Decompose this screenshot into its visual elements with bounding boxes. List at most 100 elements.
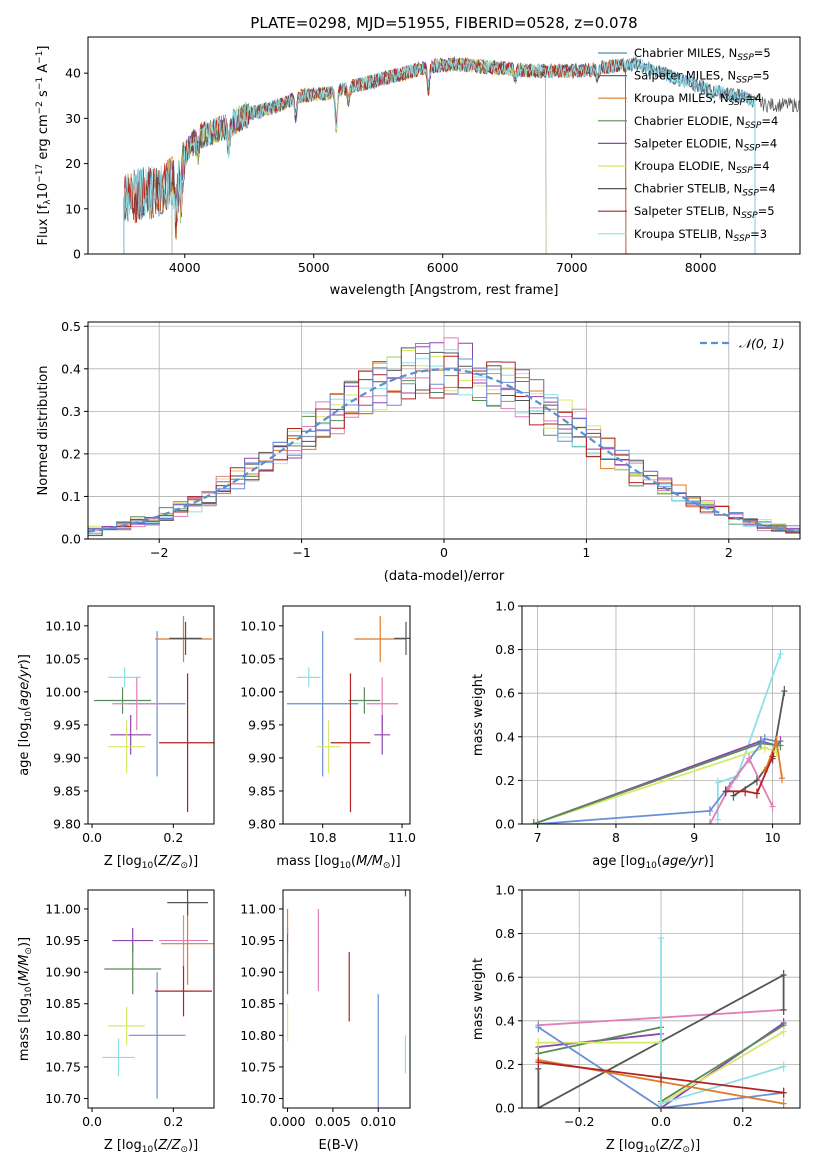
spectrum-frame: [87, 36, 801, 255]
residuals-histogram: [88, 343, 800, 531]
age-vs-mass-ytick-label: 9.95: [248, 717, 276, 732]
spectrum-series-line: [123, 57, 756, 254]
mass-vs-z-ytick-label: 10.90: [45, 965, 81, 980]
mass-vs-z-xtick-label: 0.0: [82, 1114, 102, 1129]
residuals-frame: [87, 321, 801, 540]
mass-vs-z-ytick-label: 10.95: [45, 933, 81, 948]
spectrum-xtick-label: 4000: [169, 260, 201, 275]
age-vs-z-xtick-label: 0.0: [82, 830, 102, 845]
age-vs-mass-ytick-label: 10.05: [240, 651, 276, 666]
weight-vs-age-series-line: [533, 746, 777, 824]
spectrum-legend-entry: Kroupa MILES, NSSP​=4: [634, 91, 762, 108]
age-vs-mass-ytick-label: 10.10: [240, 618, 276, 633]
weight-vs-age-ylabel: mass weight: [471, 674, 486, 756]
figure-title: PLATE=0298, MJD=51955, FIBERID=0528, z=0…: [250, 14, 637, 32]
mass-vs-ebv-frame: [282, 889, 411, 1109]
residuals-ytick-label: 0.2: [61, 446, 81, 461]
mass-vs-z-ylabel: mass [log10​(M/M⊙​)]: [17, 937, 34, 1061]
residuals-xtick-label: 1: [582, 545, 590, 560]
age-vs-mass-ytick-label: 9.80: [248, 817, 276, 832]
residuals-xtick-label: −1: [292, 545, 310, 560]
mass-vs-ebv-ytick-label: 10.90: [240, 965, 276, 980]
mass-vs-ebv-xlabel: E(B-V): [318, 1138, 358, 1153]
spectrum-xtick-label: 5000: [298, 260, 330, 275]
spectrum-legend-entry: Salpeter ELODIE, NSSP​=4: [634, 136, 777, 153]
residuals-xtick-label: −2: [150, 545, 168, 560]
mass-vs-ebv-ytick-label: 10.95: [240, 933, 276, 948]
weight-vs-z-ytick-label: 1.0: [495, 883, 515, 898]
weight-vs-age-xlabel: age [log10​(age/yr)]: [592, 854, 714, 871]
residuals-ytick-label: 0.0: [61, 532, 81, 547]
age-vs-z-ytick-label: 10.10: [45, 618, 81, 633]
weight-vs-z-xtick-label: −0.2: [564, 1114, 594, 1129]
residuals-ytick-label: 0.1: [61, 489, 81, 504]
residuals-gauss-curve: [88, 368, 800, 533]
age-vs-z-ytick-label: 10.00: [45, 684, 81, 699]
mass-vs-ebv-ytick-label: 11.00: [240, 901, 276, 916]
residuals-plot: −2 −1 0 1 2 0.0 0.1 0.2 0.3 0.4 0.5 𝒩(0, 1) (data-mo…: [36, 319, 801, 584]
weight-vs-z-ylabel: mass weight: [471, 958, 486, 1040]
spectrum-legend-entry: Salpeter MILES, NSSP​=5: [634, 69, 770, 86]
mass-vs-ebv-ytick-label: 10.85: [240, 996, 276, 1011]
age-vs-z-xlabel: Z [log10​(Z/Z⊙​)]: [104, 854, 198, 871]
mass-vs-z-ytick-label: 11.00: [45, 901, 81, 916]
weight-vs-age-frame: [521, 605, 801, 825]
spectrum-xtick-label: 8000: [685, 260, 717, 275]
age-vs-metallicity-plot: 0.0 0.2 9.80 9.85 9.90 9.95 10.00 10.05 10.10 Z […: [17, 605, 215, 871]
age-vs-z-ytick-label: 10.05: [45, 651, 81, 666]
spectrum-legend-entry: Kroupa ELODIE, NSSP​=4: [634, 159, 770, 176]
age-vs-z-ylabel: age [log10​(age/yr)]: [17, 654, 34, 776]
mass-vs-ebv-ytick-label: 10.75: [240, 1059, 276, 1074]
residuals-ylabel: Normed distribution: [36, 366, 51, 496]
age-vs-mass-ytick-label: 9.85: [248, 783, 276, 798]
spectrum-ytick-label: 30: [65, 111, 81, 126]
weight-vs-z-ytick-label: 0.0: [495, 1101, 515, 1116]
residuals-xtick-label: 0: [440, 545, 448, 560]
weight-vs-age-ytick-label: 0.0: [495, 817, 515, 832]
weight-vs-age-ytick-label: 0.4: [495, 729, 515, 744]
mass-vs-z-xlabel: Z [log10​(Z/Z⊙​)]: [104, 1138, 198, 1155]
mass-vs-ebv-xtick-label: 0.010: [360, 1114, 396, 1129]
age-vs-mass-xtick-label: 10.8: [309, 830, 337, 845]
age-vs-z-ytick-label: 9.90: [53, 750, 81, 765]
mass-vs-z-ytick-label: 10.70: [45, 1091, 81, 1106]
residuals-xtick-label: 2: [725, 545, 733, 560]
age-vs-mass-plot: 10.8 11.0 9.80 9.85 9.90 9.95 10.00 10.05 10.10 m…: [240, 605, 416, 871]
weight-vs-age-ytick-label: 1.0: [495, 599, 515, 614]
spectrum-ytick-label: 0: [73, 247, 81, 262]
spectrum-ytick-label: 10: [65, 201, 81, 216]
weight-vs-z-frame: [521, 889, 801, 1109]
spectrum-legend-entry: Chabrier MILES, NSSP​=5: [634, 46, 771, 63]
age-vs-z-xtick-label: 0.2: [163, 830, 183, 845]
mass-vs-z-ytick-label: 10.85: [45, 996, 81, 1011]
spectrum-series-line: [123, 58, 756, 254]
weight-vs-age-series-line: [725, 756, 774, 795]
mass-vs-z-xtick-label: 0.2: [163, 1114, 183, 1129]
spectrum-plot: 4000 5000 6000 7000 8000 0 10 20 30 40 wavelength …: [35, 36, 801, 298]
weight-vs-age-xtick-label: 7: [534, 830, 542, 845]
spectrum-ytick-label: 20: [65, 156, 81, 171]
mass-vs-z-frame: [87, 889, 215, 1109]
weight-vs-z-xtick-label: 0.0: [651, 1114, 671, 1129]
spectrum-series-line: [123, 57, 800, 254]
residuals-ytick-label: 0.4: [61, 361, 81, 376]
residuals-xlabel: (data-model)/error: [384, 569, 505, 584]
weight-vs-age-xtick-label: 8: [612, 830, 620, 845]
age-vs-mass-frame: [282, 605, 411, 825]
age-vs-mass-ytick-label: 10.00: [240, 684, 276, 699]
weight-vs-z-ytick-label: 0.2: [495, 1057, 515, 1072]
age-vs-mass-ytick-label: 9.90: [248, 750, 276, 765]
mass-vs-z-ytick-label: 10.80: [45, 1028, 81, 1043]
age-vs-mass-xtick-label: 11.0: [388, 830, 416, 845]
mass-vs-ebv-plot: 0.000 0.005 0.010 10.70 10.75 10.80 10.85 10.90…: [240, 889, 411, 1153]
weight-vs-metallicity-plot: −0.2 0.0 0.2 0.0 0.2 0.4 0.6 0.8 1.0 Z [log10​(Z/…: [471, 883, 801, 1155]
spectrum-ylabel: Flux [fλ​10−17​ erg cm−2​ s−1​ A−1​]: [35, 46, 53, 246]
mass-vs-ebv-xtick-label: 0.000: [270, 1114, 306, 1129]
spectrum-xtick-label: 7000: [556, 260, 588, 275]
spectrum-xlabel: wavelength [Angstrom, rest frame]: [330, 283, 559, 298]
weight-vs-age-ytick-label: 0.2: [495, 773, 515, 788]
age-vs-mass-xlabel: mass [log10​(M/M⊙​)]: [276, 854, 400, 871]
spectrum-legend-entry: Kroupa STELIB, NSSP​=3: [634, 227, 767, 244]
spectrum-legend-entry: Chabrier STELIB, NSSP​=4: [634, 182, 776, 199]
weight-vs-age-plot: 7 8 9 10 0.0 0.2 0.4 0.6 0.8 1.0 age [log10​(age/y…: [471, 599, 801, 871]
